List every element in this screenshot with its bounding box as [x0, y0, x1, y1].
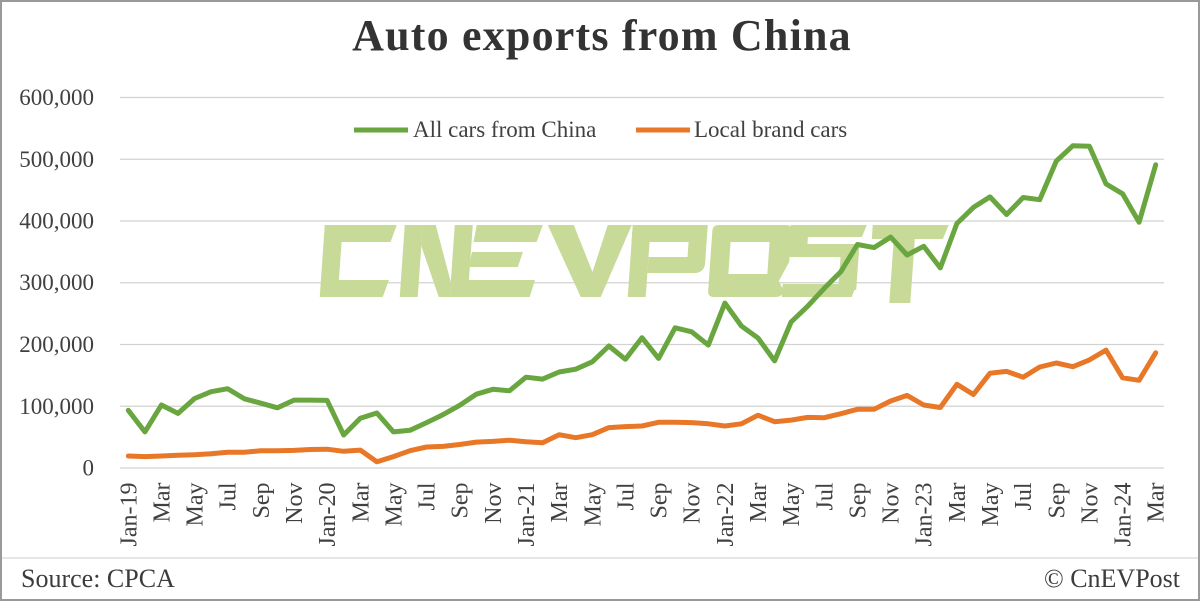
svg-text:200,000: 200,000: [19, 332, 94, 357]
svg-text:100,000: 100,000: [19, 394, 94, 419]
svg-text:Jan-19: Jan-19: [116, 483, 142, 547]
svg-text:Sep: Sep: [448, 483, 474, 519]
svg-text:Mar: Mar: [149, 482, 175, 522]
svg-text:400,000: 400,000: [19, 209, 94, 234]
svg-text:600,000: 600,000: [19, 85, 94, 110]
svg-text:Mar: Mar: [348, 482, 374, 522]
svg-text:Nov: Nov: [481, 483, 507, 524]
svg-text:Jan-21: Jan-21: [514, 483, 540, 547]
svg-text:Jul: Jul: [613, 482, 639, 510]
svg-text:Mar: Mar: [547, 482, 573, 522]
svg-text:Nov: Nov: [282, 483, 308, 524]
svg-text:May: May: [978, 483, 1004, 527]
svg-text:May: May: [381, 483, 407, 527]
svg-text:500,000: 500,000: [19, 147, 94, 172]
svg-text:Nov: Nov: [879, 483, 905, 524]
svg-text:Sep: Sep: [249, 483, 275, 519]
svg-text:Auto exports from China: Auto exports from China: [352, 11, 852, 60]
svg-text:Nov: Nov: [680, 483, 706, 524]
svg-text:Jul: Jul: [1011, 482, 1037, 510]
svg-text:Mar: Mar: [746, 482, 772, 522]
svg-text:© CnEVPost: © CnEVPost: [1044, 564, 1181, 593]
svg-text:0: 0: [83, 456, 95, 481]
svg-text:Nov: Nov: [1077, 483, 1103, 524]
svg-text:Sep: Sep: [845, 483, 871, 519]
svg-text:Jul: Jul: [415, 482, 441, 510]
svg-text:All cars from China: All cars from China: [413, 117, 596, 142]
svg-text:Jul: Jul: [216, 482, 242, 510]
svg-text:300,000: 300,000: [19, 270, 94, 295]
svg-text:Sep: Sep: [647, 483, 673, 519]
svg-text:Mar: Mar: [945, 482, 971, 522]
svg-text:Local brand cars: Local brand cars: [694, 117, 847, 142]
svg-text:Jan-23: Jan-23: [912, 483, 938, 547]
svg-text:Source: CPCA: Source: CPCA: [21, 564, 175, 593]
svg-text:May: May: [580, 483, 606, 527]
svg-text:May: May: [779, 483, 805, 527]
svg-text:May: May: [183, 483, 209, 527]
svg-text:Jan-24: Jan-24: [1111, 483, 1137, 547]
svg-text:Mar: Mar: [1144, 482, 1170, 522]
svg-text:Jan-22: Jan-22: [713, 483, 739, 547]
svg-text:Sep: Sep: [1044, 483, 1070, 519]
svg-text:Jan-20: Jan-20: [315, 483, 341, 547]
svg-text:Jul: Jul: [812, 482, 838, 510]
